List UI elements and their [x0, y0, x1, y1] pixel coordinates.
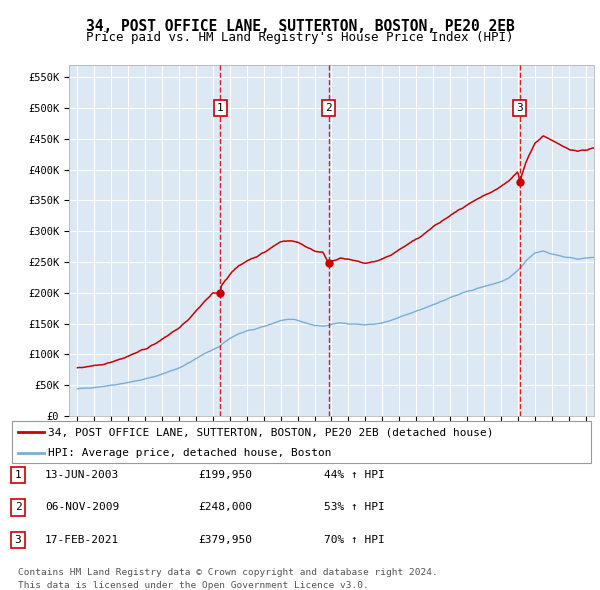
Text: This data is licensed under the Open Government Licence v3.0.: This data is licensed under the Open Gov…	[18, 581, 369, 589]
Text: 3: 3	[14, 535, 22, 545]
Text: Contains HM Land Registry data © Crown copyright and database right 2024.: Contains HM Land Registry data © Crown c…	[18, 568, 438, 576]
Text: 1: 1	[217, 103, 224, 113]
Text: £199,950: £199,950	[198, 470, 252, 480]
Text: 06-NOV-2009: 06-NOV-2009	[45, 503, 119, 512]
Text: 17-FEB-2021: 17-FEB-2021	[45, 535, 119, 545]
Text: 34, POST OFFICE LANE, SUTTERTON, BOSTON, PE20 2EB (detached house): 34, POST OFFICE LANE, SUTTERTON, BOSTON,…	[49, 427, 494, 437]
Text: 13-JUN-2003: 13-JUN-2003	[45, 470, 119, 480]
Text: 44% ↑ HPI: 44% ↑ HPI	[324, 470, 385, 480]
Text: 2: 2	[14, 503, 22, 512]
Text: HPI: Average price, detached house, Boston: HPI: Average price, detached house, Bost…	[49, 448, 332, 457]
Text: £379,950: £379,950	[198, 535, 252, 545]
Text: £248,000: £248,000	[198, 503, 252, 512]
Text: 1: 1	[14, 470, 22, 480]
Text: 34, POST OFFICE LANE, SUTTERTON, BOSTON, PE20 2EB: 34, POST OFFICE LANE, SUTTERTON, BOSTON,…	[86, 19, 514, 34]
Text: 70% ↑ HPI: 70% ↑ HPI	[324, 535, 385, 545]
Text: Price paid vs. HM Land Registry's House Price Index (HPI): Price paid vs. HM Land Registry's House …	[86, 31, 514, 44]
Text: 3: 3	[517, 103, 523, 113]
Text: 2: 2	[325, 103, 332, 113]
Text: 53% ↑ HPI: 53% ↑ HPI	[324, 503, 385, 512]
